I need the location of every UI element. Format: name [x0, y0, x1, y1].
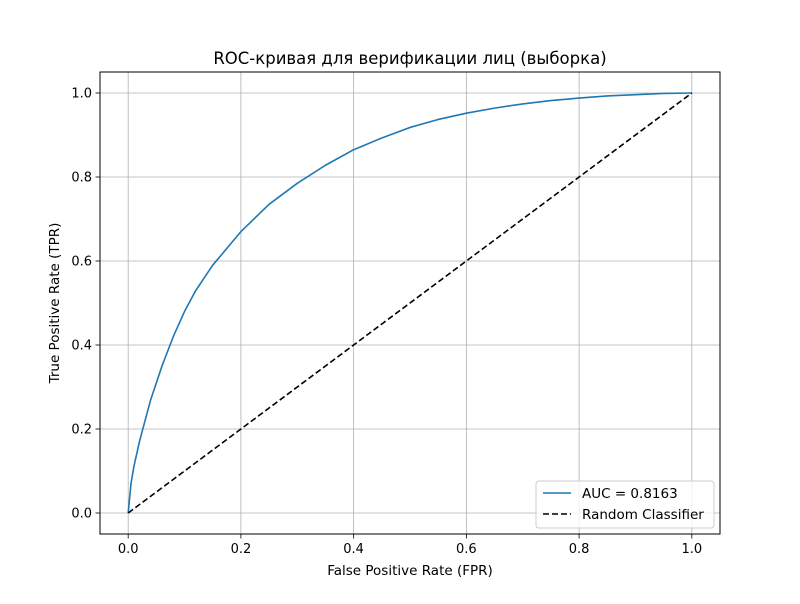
- legend-label: AUC = 0.8163: [582, 486, 678, 502]
- random-classifier-line: [127, 92, 693, 514]
- x-tick-label: 0.6: [456, 542, 477, 557]
- y-tick-label: 0.6: [71, 255, 92, 270]
- y-tick-label: 0.2: [71, 423, 92, 438]
- x-tick-label: 1.0: [681, 542, 702, 557]
- roc-curve-line: [127, 92, 692, 514]
- y-tick-label: 0.8: [71, 171, 92, 186]
- y-tick-label: 0.4: [71, 339, 92, 354]
- series-layer: [127, 92, 693, 514]
- x-tick-label: 0.4: [343, 542, 364, 557]
- legend: AUC = 0.8163 Random Classifier: [535, 480, 715, 529]
- ticks: 0.0 0.2 0.4 0.6 0.8 1.0 0.0 0.2 0.4 0.6 0.8 1.0: [71, 87, 702, 558]
- legend-box: [535, 480, 715, 529]
- x-axis-label: False Positive Rate (FPR): [327, 563, 493, 579]
- y-tick-label: 0.0: [71, 507, 92, 522]
- y-axis-label: True Positive Rate (TPR): [47, 223, 63, 385]
- x-tick-label: 0.0: [118, 542, 139, 557]
- x-tick-label: 0.8: [569, 542, 590, 557]
- y-tick-label: 1.0: [71, 87, 92, 102]
- axes-frame: [99, 71, 721, 535]
- x-tick-label: 0.2: [231, 542, 252, 557]
- legend-label: Random Classifier: [582, 507, 704, 523]
- chart-title: ROC-кривая для верификации лиц (выборка): [213, 49, 606, 68]
